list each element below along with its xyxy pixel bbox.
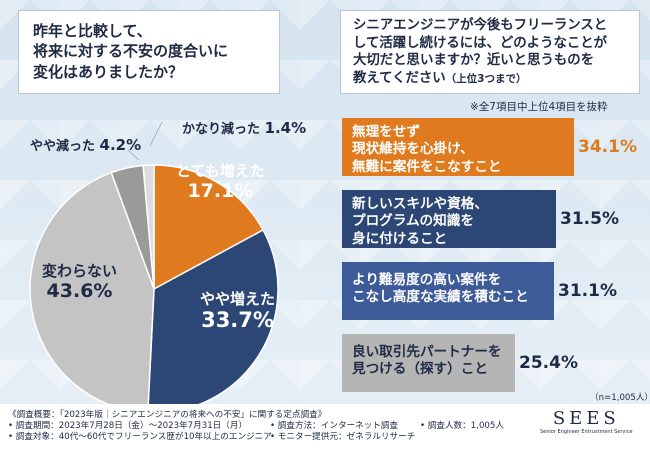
- question-2-line4: 教えてください（上位3つまで）: [353, 70, 627, 88]
- bar-row-1: 無理をせず 現状維持を心掛け、 無難に案件をこなすこと 34.1%: [342, 118, 640, 176]
- bar-2-line3: 身に付けること: [352, 230, 448, 247]
- label-very-increased-value: 17.1%: [187, 180, 254, 202]
- footer: [0, 404, 650, 450]
- bar-note: ※全7項目中上位4項目を抜粋: [470, 101, 608, 113]
- bar-row-2: 新しいスキルや資格、 プログラムの知識を 身に付けること 31.5%: [342, 190, 640, 248]
- question-2-line3: 大切だと思いますか？近いと思うものを: [353, 53, 595, 69]
- question-2-box: シニアエンジニアが今後もフリーランスと して活躍し続けるには、どのようなことが …: [340, 10, 640, 94]
- label-greatly-decreased-value: 1.4%: [264, 119, 307, 137]
- label-somewhat-increased: やや増えた 33.7%: [200, 290, 275, 333]
- logo-main: SEES: [552, 408, 620, 429]
- leader-line-somewhat-decreased: [127, 149, 140, 161]
- sample-note: （n=1,005人）: [590, 393, 650, 403]
- bar-4: 良い取引先パートナーを 見つける（探す）こと: [342, 334, 515, 392]
- logo-tagline: Senior Engineer Entrustment Service: [540, 429, 633, 435]
- label-greatly-decreased: かなり減った 1.4%: [182, 119, 306, 138]
- bar-2-value: 31.5%: [560, 209, 619, 229]
- pie-slice-very-increased: [153, 164, 265, 291]
- question-2-line4-sub: （上位3つまで）: [445, 73, 527, 86]
- bar-1-value: 34.1%: [578, 137, 637, 157]
- bar-2: 新しいスキルや資格、 プログラムの知識を 身に付けること: [342, 190, 556, 248]
- footer-count: • 調査人数：1,005人: [420, 421, 504, 431]
- label-somewhat-decreased-value: 4.2%: [99, 136, 142, 154]
- bar-4-value: 25.4%: [519, 353, 578, 373]
- label-greatly-decreased-text: かなり減った: [182, 122, 261, 137]
- footer-provider: • モニター提供元：ゼネラルリサーチ: [270, 432, 416, 442]
- bar-1-line2: 現状維持を心掛け、: [352, 141, 474, 158]
- bar-2-line2: プログラムの知識を: [352, 213, 474, 230]
- leader-line-greatly-decreased: [149, 121, 163, 147]
- bar-4-line2: 見つける（探す）こと: [352, 361, 488, 378]
- footer-method: • 調査方法：インターネット調査: [270, 421, 399, 431]
- bar-1: 無理をせず 現状維持を心掛け、 無難に案件をこなすこと: [342, 118, 574, 176]
- label-very-increased: とても増えた 17.1%: [176, 162, 265, 203]
- question-1-line2: 将来に対する不安の度合いに: [33, 42, 229, 61]
- label-unchanged-value: 43.6%: [46, 280, 113, 302]
- bar-3-line1: より難易度の高い案件を: [352, 272, 502, 288]
- question-2-line1: シニアエンジニアが今後もフリーランスと: [353, 18, 608, 33]
- label-very-increased-text: とても増えた: [176, 162, 265, 180]
- footer-target: • 調査対象：40代〜60代でフリーランス歴が10年以上のエンジニア: [8, 432, 272, 442]
- question-2-line4-main: 教えてください: [353, 71, 446, 87]
- bar-3-value: 31.1%: [558, 281, 617, 301]
- sees-logo: SEES Senior Engineer Entrustment Service: [540, 408, 633, 435]
- bar-3: より難易度の高い案件を こなし高度な実績を積むこと: [342, 262, 554, 320]
- pie-slice-greatly-decreased: [142, 164, 155, 290]
- bar-2-line1: 新しいスキルや資格、: [352, 196, 488, 212]
- bar-row-4: 良い取引先パートナーを 見つける（探す）こと 25.4%: [342, 334, 640, 392]
- question-1-line3: 変化はありましたか？: [33, 62, 184, 81]
- bar-1-line1: 無理をせず: [352, 124, 420, 140]
- question-1-box: 昨年と比較して、 将来に対する不安の度合いに 変化はありましたか？: [18, 10, 280, 94]
- bar-4-line1: 良い取引先パートナーを: [352, 344, 502, 360]
- label-somewhat-increased-text: やや増えた: [200, 290, 276, 308]
- question-2-line2: して活躍し続けるには、どのようなことが: [353, 35, 608, 51]
- bar-1-line3: 無難に案件をこなすこと: [352, 158, 502, 175]
- label-somewhat-decreased-text: やや減った: [30, 139, 96, 154]
- footer-period: • 調査期間：2023年7月28日（金）〜2023年7月31日（月）: [8, 421, 248, 431]
- label-somewhat-decreased: やや減った 4.2%: [30, 136, 141, 155]
- pie-slice-unchanged: [29, 171, 155, 414]
- label-somewhat-increased-value: 33.7%: [201, 308, 274, 332]
- label-unchanged: 変わらない 43.6%: [42, 262, 117, 303]
- bar-row-3: より難易度の高い案件を こなし高度な実績を積むこと 31.1%: [342, 262, 640, 320]
- label-unchanged-text: 変わらない: [42, 262, 118, 280]
- question-1-line1: 昨年と比較して、: [33, 22, 152, 40]
- bar-3-line2: こなし高度な実績を積むこと: [352, 289, 529, 306]
- footer-overview: 《調査概要：「2023年版｜シニアエンジニアの将来への不安」に関する定点調査》: [8, 410, 327, 420]
